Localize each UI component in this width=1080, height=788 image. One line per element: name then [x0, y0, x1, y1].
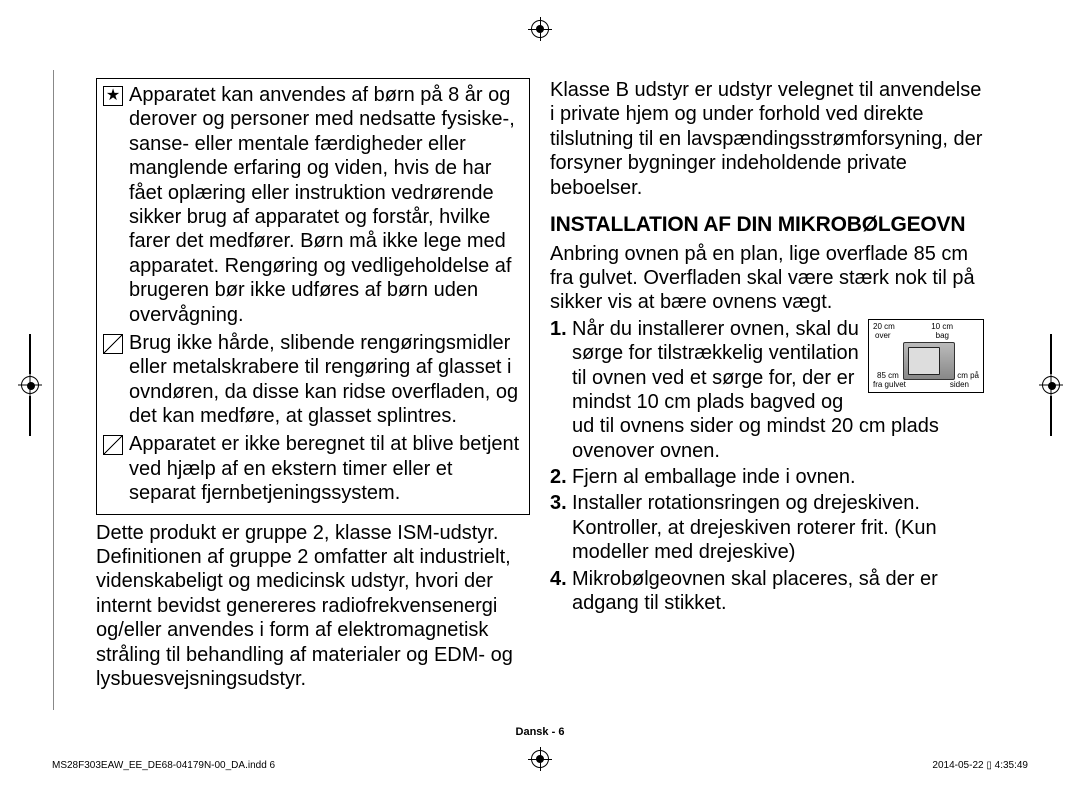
left-column: ★ Apparatet kan anvendes af børn på 8 år… — [96, 78, 530, 714]
prohibit-icon — [103, 435, 123, 455]
steps-list: 1. 20 cm over 10 cm bag 85 cm fra gulvet… — [550, 317, 984, 616]
registration-mark-right — [1046, 334, 1056, 436]
microwave-icon — [903, 342, 955, 380]
print-filename: MS28F303EAW_EE_DE68-04179N-00_DA.indd 6 — [52, 760, 275, 772]
right-column: Klasse B udstyr er udstyr velegnet til a… — [550, 78, 984, 714]
safety-item-text: Apparatet kan anvendes af børn på 8 år o… — [129, 83, 523, 327]
step-item: 4. Mikrobølgeovnen skal placeres, så der… — [550, 567, 984, 616]
right-paragraph-1: Klasse B udstyr er udstyr velegnet til a… — [550, 78, 984, 200]
diagram-label: over — [875, 331, 891, 341]
page-footer: Dansk - 6 — [0, 726, 1080, 739]
step-text: 20 cm over 10 cm bag 85 cm fra gulvet 10… — [572, 317, 984, 463]
diagram-label: siden — [950, 380, 969, 390]
safety-item: ★ Apparatet kan anvendes af børn på 8 år… — [103, 83, 523, 327]
diagram-label: fra gulvet — [873, 380, 906, 390]
step-item: 3. Installer rotationsringen og drejeski… — [550, 491, 984, 564]
step-item: 2. Fjern al emballage inde i ovnen. — [550, 465, 984, 489]
step-number: 1. — [550, 317, 572, 341]
safety-item: Brug ikke hårde, slibende rengøringsmidl… — [103, 331, 523, 429]
section-heading: INSTALLATION AF DIN MIKROBØLGEOVN — [550, 212, 984, 238]
step-text: Installer rotationsringen og drejeskiven… — [572, 491, 984, 564]
safety-item: Apparatet er ikke beregnet til at blive … — [103, 432, 523, 505]
step-number: 3. — [550, 491, 572, 515]
step-number: 4. — [550, 567, 572, 591]
print-timestamp: 2014-05-22 ▯ 4:35:49 — [932, 760, 1028, 772]
page-content: ★ Apparatet kan anvendes af børn på 8 år… — [96, 78, 984, 714]
clearance-diagram: 20 cm over 10 cm bag 85 cm fra gulvet 10… — [868, 319, 984, 393]
step-text: Mikrobølgeovnen skal placeres, så der er… — [572, 567, 984, 616]
safety-box: ★ Apparatet kan anvendes af børn på 8 år… — [96, 78, 530, 515]
prohibit-icon — [103, 334, 123, 354]
print-info: MS28F303EAW_EE_DE68-04179N-00_DA.indd 6 … — [52, 760, 1028, 772]
intro-paragraph: Anbring ovnen på en plan, lige overflade… — [550, 242, 984, 315]
safety-item-text: Apparatet er ikke beregnet til at blive … — [129, 432, 523, 505]
registration-mark-left — [25, 334, 35, 436]
registration-mark-top — [531, 20, 549, 38]
step-text: Fjern al emballage inde i ovnen. — [572, 465, 984, 489]
left-paragraph: Dette produkt er gruppe 2, klasse ISM-ud… — [96, 521, 530, 692]
step-item: 1. 20 cm over 10 cm bag 85 cm fra gulvet… — [550, 317, 984, 463]
star-icon: ★ — [103, 86, 123, 106]
step-number: 2. — [550, 465, 572, 489]
safety-item-text: Brug ikke hårde, slibende rengøringsmidl… — [129, 331, 523, 429]
diagram-label: bag — [936, 331, 949, 341]
trim-line — [48, 70, 58, 710]
